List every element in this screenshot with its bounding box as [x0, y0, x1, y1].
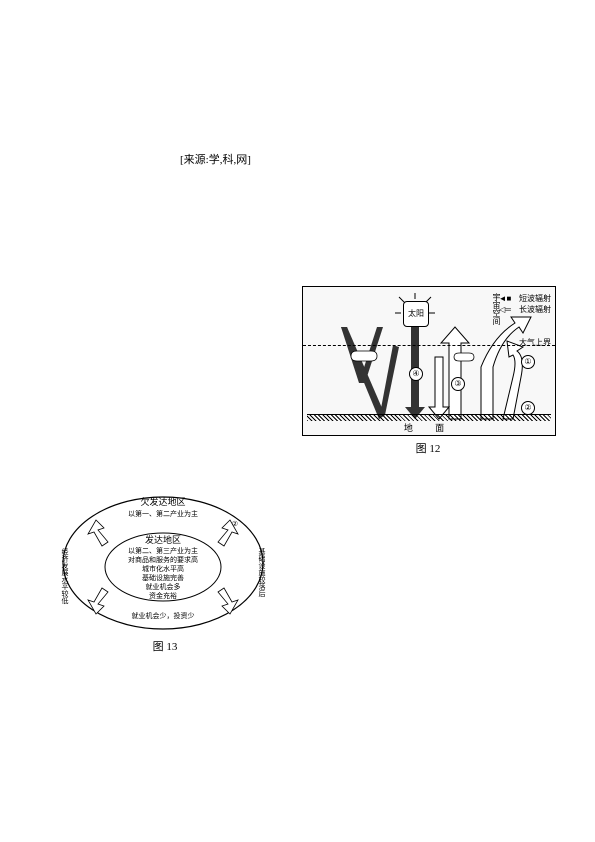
- legend-shortwave: ◄■ 短波辐射: [494, 293, 551, 304]
- marker-2: ②: [521, 401, 535, 415]
- marker-3: ③: [451, 377, 465, 391]
- inner-line-0: 以第二、第三产业为主: [58, 547, 268, 556]
- legend-longwave: ◁═ 长波辐射: [494, 304, 551, 315]
- ground-hatch: [307, 414, 551, 421]
- atmosphere-boundary-label: 大气上界: [519, 337, 551, 348]
- atmosphere-boundary-line: [303, 345, 555, 346]
- inner-region-title: 发达地区: [58, 536, 268, 545]
- marker-2-fig13: ②: [232, 520, 238, 529]
- figure-13: 欠发达地区 以第一、第二产业为主 ② 发达地区 以第二、第三产业为主 对商品和服…: [58, 492, 272, 660]
- ground-label: 地 面: [303, 421, 555, 434]
- marker-1: ①: [521, 355, 535, 369]
- outer-region-title: 欠发达地区: [58, 498, 268, 507]
- left-text: 经济发展水平较低: [60, 548, 69, 604]
- marker-4: ④: [409, 367, 423, 381]
- inner-line-2: 城市化水平高: [58, 565, 268, 574]
- right-text: 基础设施较落后: [257, 548, 266, 597]
- figure-12-diagram: 太阳 ◄■ 短波辐射 ◁═ 长波辐射 宇宙空间 大气上界 地 面 ① ② ③ ④: [302, 286, 556, 436]
- figure-12: 太阳 ◄■ 短波辐射 ◁═ 长波辐射 宇宙空间 大气上界 地 面 ① ② ③ ④…: [302, 286, 554, 454]
- sun-icon: 太阳: [403, 301, 429, 327]
- inner-line-4: 就业机会多: [58, 583, 268, 592]
- source-annotation: [来源:学,科,网]: [180, 151, 251, 167]
- legend: ◄■ 短波辐射 ◁═ 长波辐射: [494, 293, 551, 315]
- bottom-text: 就业机会少，投资少: [58, 612, 268, 621]
- inner-line-5: 资金充裕: [58, 592, 268, 601]
- inner-line-1: 对商品和服务的要求高: [58, 556, 268, 565]
- legend-longwave-label: 长波辐射: [519, 304, 551, 315]
- page: [来源:学,科,网]: [0, 0, 595, 842]
- figure-12-caption: 图 12: [302, 440, 554, 456]
- figure-13-diagram: 欠发达地区 以第一、第二产业为主 ② 发达地区 以第二、第三产业为主 对商品和服…: [58, 492, 268, 634]
- space-label: 宇宙空间: [491, 293, 501, 325]
- figure-13-caption: 图 13: [58, 638, 272, 654]
- inner-line-3: 基础设施完善: [58, 574, 268, 583]
- legend-shortwave-label: 短波辐射: [519, 293, 551, 304]
- outer-region-sub: 以第一、第二产业为主: [58, 510, 268, 519]
